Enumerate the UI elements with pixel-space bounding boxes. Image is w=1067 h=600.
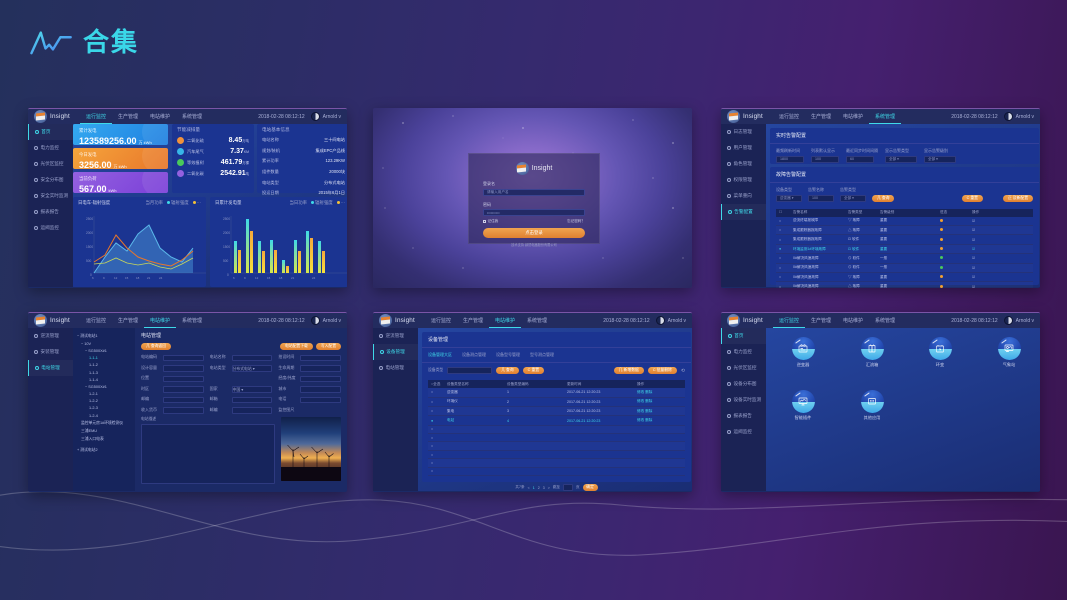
svg-text:18: 18 <box>136 276 140 280</box>
svg-text:1500: 1500 <box>86 245 93 249</box>
svg-text:18: 18 <box>279 276 283 280</box>
svg-text:21: 21 <box>147 276 151 280</box>
svg-text:2000: 2000 <box>86 231 93 235</box>
svg-text:6: 6 <box>233 276 235 280</box>
svg-text:24: 24 <box>159 276 163 280</box>
svg-text:2000: 2000 <box>223 231 230 235</box>
svg-text:9: 9 <box>103 276 105 280</box>
svg-text:6: 6 <box>92 276 94 280</box>
svg-text:12: 12 <box>255 276 259 280</box>
svg-text:12: 12 <box>114 276 118 280</box>
svg-text:2500: 2500 <box>86 217 93 221</box>
svg-text:0: 0 <box>227 273 229 277</box>
svg-text:21: 21 <box>291 276 295 280</box>
svg-text:9: 9 <box>244 276 246 280</box>
svg-text:500: 500 <box>86 259 92 263</box>
svg-text:15: 15 <box>125 276 129 280</box>
svg-text:500: 500 <box>223 259 229 263</box>
svg-text:24: 24 <box>312 276 316 280</box>
svg-text:1500: 1500 <box>223 245 230 249</box>
svg-text:15: 15 <box>267 276 271 280</box>
svg-text:2500: 2500 <box>223 217 230 221</box>
